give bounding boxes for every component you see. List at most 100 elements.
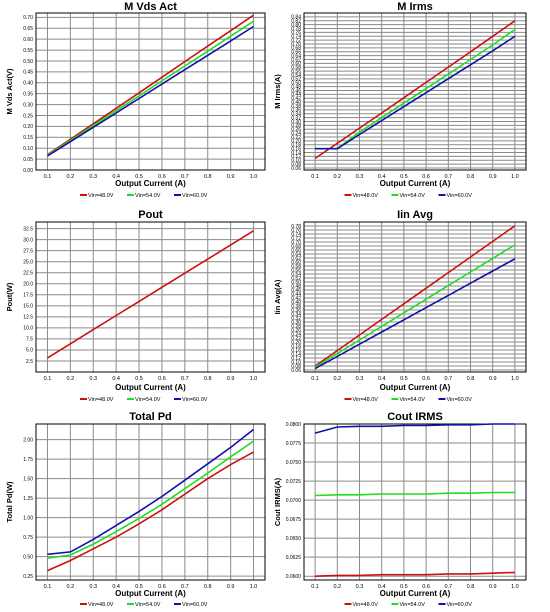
y-tick-label: 0.35 [23,91,33,97]
y-tick-label: 0.66 [291,50,301,56]
y-tick-label: 0.10 [291,158,301,164]
x-tick-label: 0.7 [181,376,189,382]
x-tick-label: 0.5 [135,376,143,382]
y-tick-label: 0.06 [291,368,301,374]
x-tick-label: 0.9 [489,376,497,382]
x-tick-label: 0.6 [422,376,430,382]
y-tick-label: 0.55 [23,48,33,54]
series-line-1 [314,20,516,160]
x-axis-label: Output Current (A) [115,383,186,392]
y-tick-label: 0.08 [291,364,301,370]
x-axis-label: Output Current (A) [380,179,451,188]
legend-label: Vin=54.0V [400,602,426,608]
y-tick-label: 0.12 [291,356,301,362]
y-tick-label: 27.5 [23,248,33,254]
y-tick-label: 0.0775 [286,441,302,447]
y-tick-label: 0.78 [291,224,301,230]
y-tick-label: 10.0 [23,326,33,332]
x-tick-label: 0.1 [44,376,52,382]
chart-title: M Vds Act [124,1,177,13]
x-tick-label: 0.6 [158,376,166,382]
x-tick-label: 0.2 [67,584,75,590]
y-tick-label: 0.58 [291,264,301,270]
y-tick-label: 0.18 [291,344,301,350]
chart-title: M Irms [397,1,432,13]
y-tick-label: 0.42 [291,296,301,302]
x-tick-label: 0.3 [356,376,364,382]
series-line-2 [47,440,254,559]
y-tick-label: 0.22 [291,135,301,141]
x-tick-label: 0.3 [89,584,97,590]
chart-title: Pout [138,209,163,221]
y-tick-label: 0.40 [291,100,301,106]
y-tick-label: 0.78 [291,26,301,32]
legend: Vin=48.0V Vin=54.0V Vin=60.0V [80,193,208,199]
y-tick-label: 0.38 [291,104,301,110]
legend-label: Vin=48.0V [88,397,114,403]
legend-label: Vin=60.0V [182,602,208,608]
y-tick-label: 0.66 [291,248,301,254]
x-tick-label: 0.7 [181,584,189,590]
y-tick-label: 0.26 [291,328,301,334]
y-tick-label: 32.5 [23,226,33,232]
y-tick-label: 0.08 [291,162,301,168]
y-tick-label: 0.50 [291,81,301,87]
y-tick-label: 0.20 [23,124,33,130]
y-tick-label: 0.36 [291,108,301,114]
y-axis-label: Cout IRMS(A) [273,477,282,526]
y-tick-label: 0.75 [23,535,33,541]
y-tick-label: 0.44 [291,92,301,98]
legend-label: Vin=60.0V [447,397,473,403]
x-tick-label: 0.4 [112,376,120,382]
y-tick-label: 0.50 [23,554,33,560]
y-tick-label: 0.70 [23,15,33,21]
legend-label: Vin=54.0V [135,193,161,199]
y-tick-label: 0.0750 [286,460,302,466]
chart-panel-2: 0.060.080.100.120.140.160.180.200.220.24… [273,1,527,199]
y-tick-label: 0.24 [291,131,301,137]
y-tick-label: 0.16 [291,146,301,152]
y-tick-label: 0.44 [291,292,301,298]
y-tick-label: 15.0 [23,304,33,310]
y-tick-label: 0.28 [291,324,301,330]
y-tick-label: 0.15 [23,135,33,141]
x-tick-label: 1.0 [511,584,519,590]
series-line-3 [47,428,254,556]
legend-label: Vin=48.0V [353,193,379,199]
x-tick-label: 0.7 [444,376,452,382]
x-tick-label: 0.6 [158,174,166,180]
y-tick-label: 0.0625 [286,555,302,561]
legend: Vin=48.0V Vin=54.0V Vin=60.0V [80,602,208,608]
y-tick-label: 0.24 [291,332,301,338]
y-tick-label: 0.68 [291,46,301,52]
plot-frame [35,12,266,171]
y-tick-label: 30.0 [23,237,33,243]
y-tick-label: 0.0600 [286,574,302,580]
x-tick-label: 0.3 [356,584,364,590]
y-tick-label: 0.40 [23,81,33,87]
plot-frame [35,221,266,373]
x-tick-label: 0.6 [158,584,166,590]
series-line-3 [47,25,254,157]
y-axis-label: Pout(W) [5,282,14,311]
y-tick-label: 0.52 [291,276,301,282]
x-tick-label: 0.1 [44,174,52,180]
y-tick-label: 12.5 [23,315,33,321]
x-tick-label: 0.8 [467,174,475,180]
series-line-1 [47,230,254,359]
y-tick-label: 0.74 [291,232,301,238]
x-tick-label: 0.3 [356,174,364,180]
y-tick-label: 0.50 [291,280,301,286]
y-tick-label: 0.60 [291,61,301,67]
x-tick-label: 0.2 [333,584,341,590]
legend-label: Vin=48.0V [353,602,379,608]
x-tick-label: 0.4 [112,174,120,180]
x-tick-label: 1.0 [250,376,258,382]
y-tick-label: 0.56 [291,268,301,274]
x-tick-label: 0.8 [204,584,212,590]
x-tick-label: 0.3 [89,376,97,382]
x-tick-label: 0.2 [333,174,341,180]
y-tick-label: 0.32 [291,316,301,322]
y-tick-label: 1.50 [23,476,33,482]
y-tick-label: 0.26 [291,127,301,133]
